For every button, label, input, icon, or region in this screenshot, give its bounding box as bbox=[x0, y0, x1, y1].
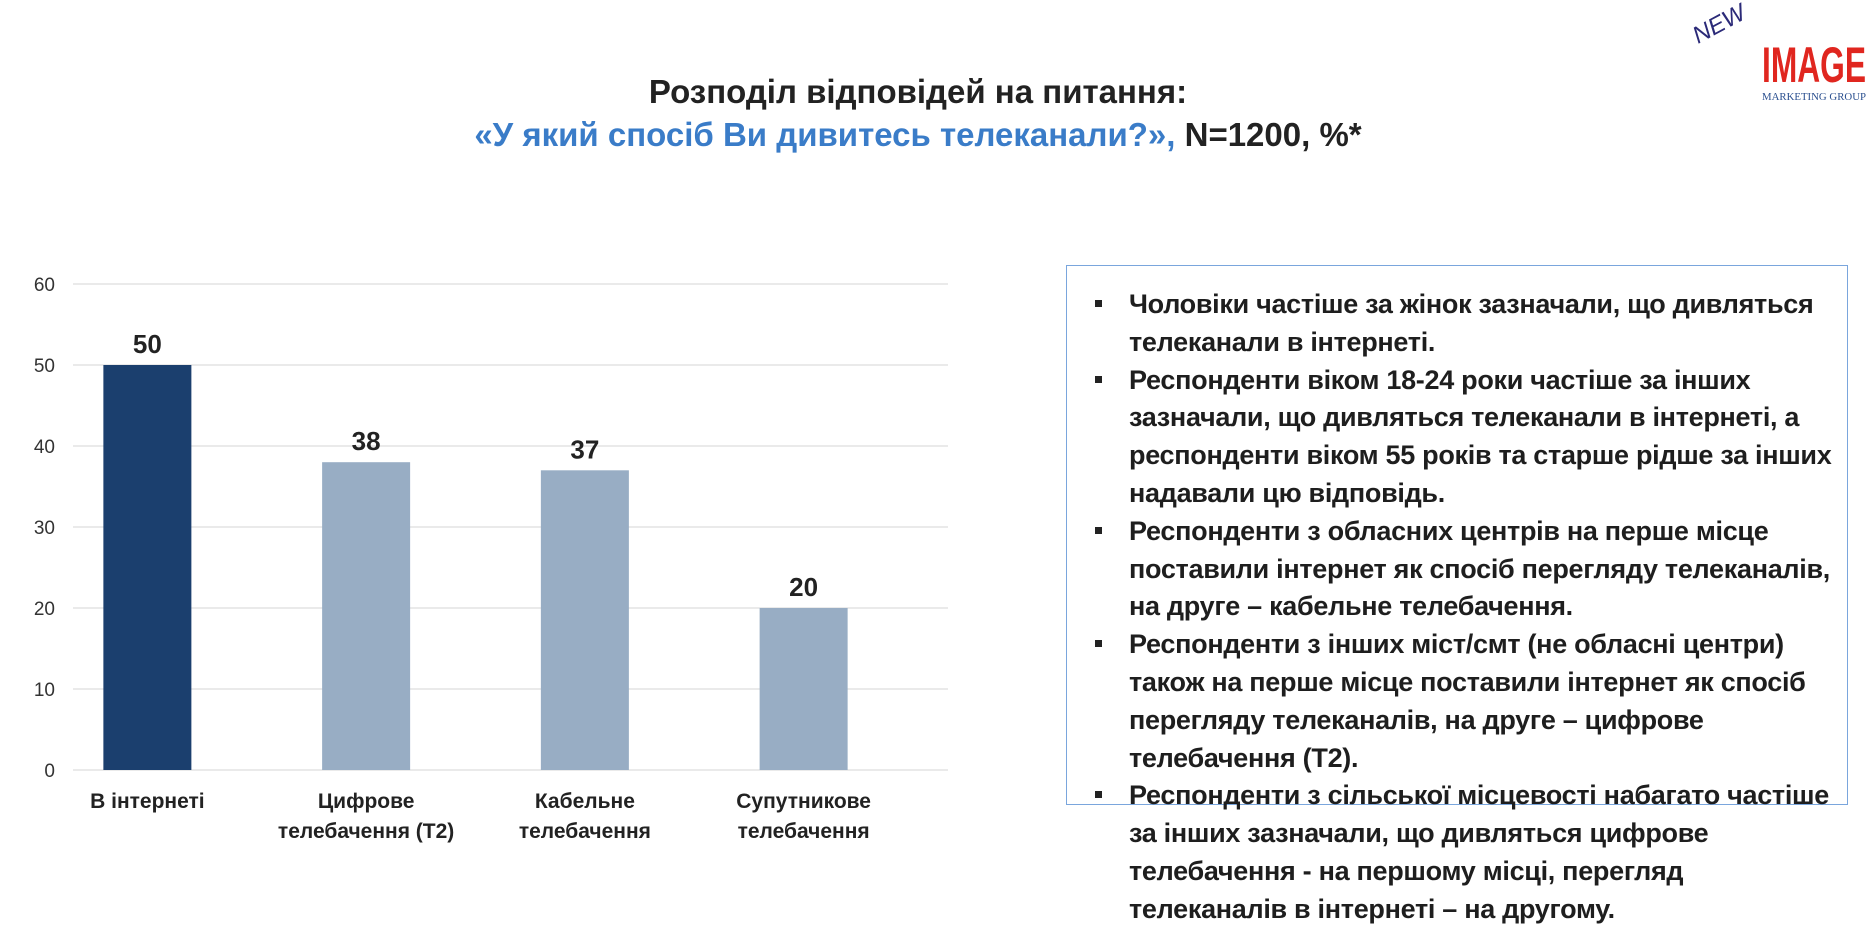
y-tick-label: 50 bbox=[34, 356, 55, 377]
x-category-label: Цифрове bbox=[318, 790, 415, 813]
data-label: 50 bbox=[133, 329, 162, 359]
logo-image: IMAGE bbox=[1762, 37, 1866, 93]
bar bbox=[103, 365, 192, 770]
x-category-label: телебачення bbox=[519, 820, 651, 843]
findings-list: Чоловіки частіше за жінок зазначали, що … bbox=[1091, 286, 1837, 929]
data-label: 38 bbox=[352, 426, 381, 456]
title-line-1: Розподіл відповідей на питання: bbox=[648, 73, 1188, 110]
y-tick-label: 0 bbox=[44, 761, 55, 782]
y-tick-label: 30 bbox=[34, 518, 55, 539]
x-category-label: В інтернеті bbox=[90, 790, 205, 813]
data-label: 37 bbox=[570, 434, 599, 464]
finding-item: Чоловіки частіше за жінок зазначали, що … bbox=[1091, 286, 1837, 362]
data-label: 20 bbox=[789, 572, 818, 602]
y-tick-label: 20 bbox=[34, 599, 55, 620]
logo-subtitle: MARKETING GROUP bbox=[1762, 92, 1866, 103]
finding-item: Респонденти з обласних центрів на перше … bbox=[1091, 513, 1837, 626]
x-category-label: телебачення bbox=[738, 820, 870, 843]
bar bbox=[322, 462, 411, 770]
bar bbox=[759, 608, 848, 770]
x-category-label: Супутникове bbox=[736, 790, 871, 813]
x-category-label: телебачення (Т2) bbox=[278, 820, 454, 843]
finding-item: Респонденти з сільської місцевості набаг… bbox=[1091, 777, 1837, 928]
y-tick-label: 40 bbox=[34, 437, 55, 458]
slide-title: Розподіл відповідей на питання: «У який … bbox=[0, 70, 1836, 156]
bar-chart: 0 10 20 30 40 50 60 50 В інтернеті 38 Цифрове телеб… bbox=[34, 275, 948, 843]
y-tick-label: 10 bbox=[34, 680, 55, 701]
bar bbox=[540, 470, 629, 770]
title-line-2: «У який спосіб Ви дивитесь телеканали?»,… bbox=[0, 113, 1836, 156]
y-tick-label: 60 bbox=[34, 275, 55, 296]
sample-size: N=1200, %* bbox=[1175, 116, 1362, 153]
company-logo: NEW IMAGE MARKETING GROUP bbox=[1690, 0, 1866, 103]
finding-item: Респонденти віком 18-24 роки частіше за … bbox=[1091, 362, 1837, 513]
logo-new: NEW bbox=[1690, 0, 1752, 49]
finding-item: Респонденти з інших міст/смт (не обласні… bbox=[1091, 626, 1837, 777]
x-category-label: Кабельне bbox=[535, 790, 635, 813]
findings-box: Чоловіки частіше за жінок зазначали, що … bbox=[1066, 265, 1848, 924]
question-text: «У який спосіб Ви дивитесь телеканали?», bbox=[474, 116, 1176, 153]
